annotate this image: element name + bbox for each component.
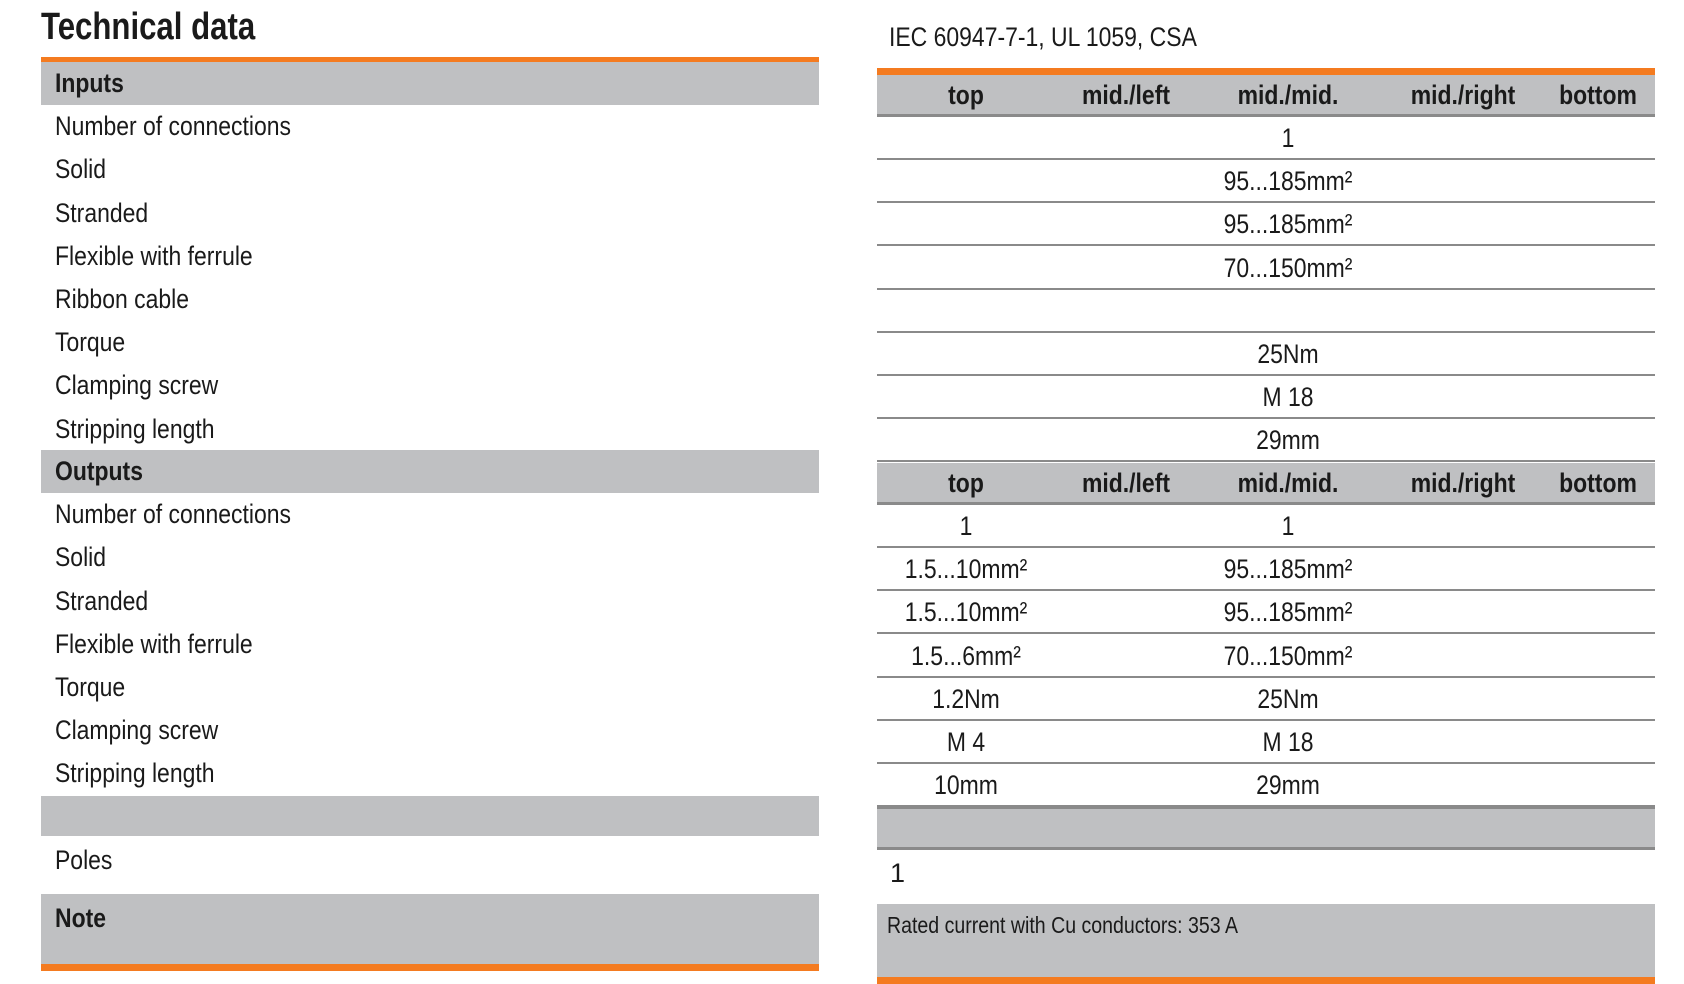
- value-mid: 25Nm: [1257, 339, 1319, 369]
- spec-label: Torque: [55, 672, 126, 702]
- value-mid: 95...185mm²: [1223, 597, 1353, 628]
- spec-label: Clamping screw: [55, 715, 219, 746]
- value-top: 1.2Nm: [932, 683, 1000, 714]
- value-top: 1.5...6mm²: [911, 640, 1021, 671]
- value-row: 95...185mm²: [877, 160, 1655, 204]
- value-row: M 18: [877, 376, 1655, 420]
- spec-label-row: Torque: [41, 321, 819, 364]
- value-row: 29mm: [877, 419, 1655, 463]
- value-mid: M 18: [1262, 727, 1314, 757]
- value-row: 1.2Nm 25Nm: [877, 678, 1655, 721]
- spec-label: Stranded: [55, 585, 149, 616]
- note-text: Rated current with Cu conductors: 353 A: [887, 912, 1239, 938]
- spec-label: Torque: [55, 327, 126, 358]
- inputs-header: Inputs: [41, 62, 819, 105]
- value-mid: 95...185mm²: [1223, 554, 1353, 585]
- bottom-divider-left: [41, 964, 819, 971]
- spec-label: Number of connections: [55, 111, 292, 142]
- outputs-header-text: Outputs: [55, 456, 143, 486]
- blank-section-left: [41, 796, 819, 836]
- value-top: 10mm: [934, 770, 998, 801]
- position-header-3: mid./right: [1410, 80, 1516, 110]
- spec-label-row: Stripping length: [41, 408, 819, 451]
- value-top: M 4: [946, 727, 986, 757]
- bottom-divider-right: [877, 977, 1655, 984]
- spec-label-row: Solid: [41, 536, 819, 579]
- poles-value: 1: [890, 858, 906, 888]
- spec-label: Flexible with ferrule: [55, 628, 253, 659]
- note-box: Rated current with Cu conductors: 353 A: [877, 904, 1655, 977]
- value-mid: 1: [1281, 123, 1295, 153]
- spec-label-row: Flexible with ferrule: [41, 623, 819, 666]
- poles-label-text: Poles: [55, 845, 113, 875]
- value-top: 1: [959, 511, 973, 541]
- spec-label: Clamping screw: [55, 370, 219, 401]
- position-header-1: mid./left: [1082, 80, 1170, 110]
- value-top: 1.5...10mm²: [904, 554, 1028, 585]
- spec-label-row: Clamping screw: [41, 364, 819, 407]
- value-mid: M 18: [1262, 382, 1314, 413]
- inputs-header-text: Inputs: [55, 68, 124, 98]
- position-header-2: mid./mid.: [1237, 468, 1339, 498]
- spec-label-row: Solid: [41, 148, 819, 191]
- value-mid: 1: [1281, 511, 1295, 541]
- table-top-divider: [877, 68, 1655, 75]
- position-header-1: mid./left: [1082, 468, 1170, 498]
- position-header-3: mid./right: [1410, 468, 1516, 498]
- value-row: 95...185mm²: [877, 203, 1655, 247]
- position-header-4: bottom: [1559, 80, 1637, 110]
- outputs-header: Outputs: [41, 450, 819, 493]
- value-mid: 29mm: [1256, 425, 1320, 456]
- position-header-2: mid./mid.: [1237, 80, 1339, 110]
- poles-label: Poles: [41, 839, 819, 882]
- spec-label-row: Ribbon cable: [41, 278, 819, 321]
- spec-label: Stripping length: [55, 413, 215, 444]
- position-header-0: top: [948, 468, 984, 498]
- spec-label-row: Torque: [41, 666, 819, 709]
- standards-text: IEC 60947-7-1, UL 1059, CSA: [889, 22, 1197, 52]
- value-row: M 4 M 18: [877, 721, 1655, 764]
- spec-label-row: Number of connections: [41, 105, 819, 148]
- spec-label: Stripping length: [55, 758, 215, 789]
- value-mid: 25Nm: [1257, 683, 1319, 714]
- spec-label-row: Flexible with ferrule: [41, 235, 819, 278]
- blank-section-right: [877, 806, 1655, 850]
- value-mid: 70...150mm²: [1223, 640, 1353, 671]
- spec-label-row: Stripping length: [41, 752, 819, 795]
- value-mid: 70...150mm²: [1223, 252, 1353, 283]
- value-mid: 95...185mm²: [1223, 209, 1353, 240]
- value-row: 1.5...10mm² 95...185mm²: [877, 548, 1655, 592]
- value-row: 25Nm: [877, 333, 1655, 376]
- inputs-position-header: top mid./left mid./mid. mid./right bottom: [877, 75, 1655, 117]
- value-mid: 29mm: [1256, 770, 1320, 801]
- spec-label: Number of connections: [55, 499, 292, 530]
- spec-label: Ribbon cable: [55, 284, 189, 314]
- value-row: 1.5...10mm² 95...185mm²: [877, 591, 1655, 635]
- spec-label: Solid: [55, 154, 107, 185]
- spec-label: Solid: [55, 542, 107, 573]
- spec-label-row: Stranded: [41, 580, 819, 623]
- value-row: 70...150mm²: [877, 247, 1655, 290]
- title-divider: [41, 57, 819, 63]
- spec-label: Stranded: [55, 197, 149, 228]
- page-title: Technical data: [41, 6, 256, 48]
- spec-label-row: Stranded: [41, 192, 819, 235]
- note-header: Note: [41, 894, 819, 964]
- value-row: 1.5...6mm² 70...150mm²: [877, 635, 1655, 678]
- value-row: 10mm 29mm: [877, 764, 1655, 808]
- spec-label: Flexible with ferrule: [55, 240, 253, 271]
- note-label-text: Note: [55, 903, 106, 933]
- spec-label-row: Clamping screw: [41, 709, 819, 752]
- position-header-0: top: [948, 80, 984, 110]
- outputs-position-header: top mid./left mid./mid. mid./right bottom: [877, 463, 1655, 505]
- spec-label-row: Number of connections: [41, 493, 819, 536]
- value-row: [877, 290, 1655, 333]
- value-row: 1: [877, 117, 1655, 160]
- value-top: 1.5...10mm²: [904, 597, 1028, 628]
- value-mid: 95...185mm²: [1223, 166, 1353, 197]
- position-header-4: bottom: [1559, 468, 1637, 498]
